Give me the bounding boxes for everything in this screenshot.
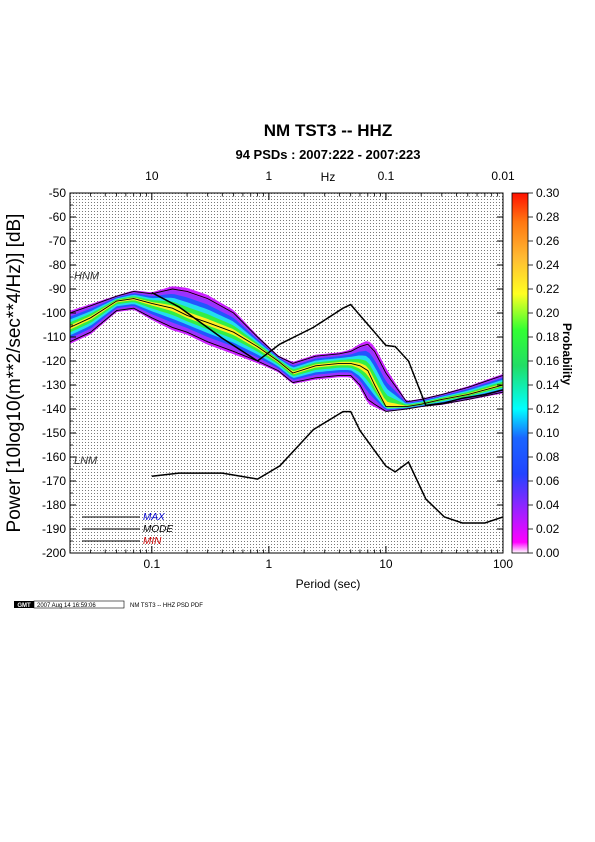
top-tick-label: 10 [145,169,159,183]
footer-caption: NM TST3 -- HHZ PSD PDF [130,603,203,609]
y-tick-label: -160 [42,450,66,464]
colorbar-tick-label: 0.28 [536,210,560,224]
y-tick-label: -140 [42,402,66,416]
y-tick-label: -120 [42,354,66,368]
colorbar-tick-label: 0.26 [536,234,560,248]
chart-subtitle: 94 PSDs : 2007:222 - 2007:223 [235,147,420,162]
hnm-label: HNM [74,270,100,282]
colorbar-tick-label: 0.16 [536,354,560,368]
colorbar-tick-label: 0.22 [536,282,560,296]
colorbar-tick-label: 0.10 [536,426,560,440]
series-line-max [70,288,503,403]
top-tick-label: 1 [266,169,273,183]
colorbar-tick-label: 0.24 [536,258,560,272]
x-tick-label: 0.1 [143,557,160,571]
y-tick-label: -190 [42,522,66,536]
y-tick-label: -170 [42,474,66,488]
colorbar-tick-label: 0.00 [536,546,560,560]
legend-label-min: MIN [143,536,162,547]
chart-title: NM TST3 -- HHZ [264,121,392,140]
x-axis-ticks: 0.1 1 10 100 [69,193,513,571]
x-tick-label: 10 [379,557,393,571]
y-tick-label: -80 [49,258,67,272]
y-tick-label: -100 [42,306,66,320]
y-axis-label: Power [10log10(m**2/sec**4/Hz)] [dB] [4,214,25,533]
colorbar-ticks: 0.00 0.02 0.04 0.06 0.08 0.10 0.12 0.14 0.16 0.18… [528,186,560,560]
colorbar-tick-label: 0.20 [536,306,560,320]
reference-curve-lnm [151,410,503,524]
y-tick-label: -70 [49,234,67,248]
y-tick-label: -200 [42,546,66,560]
reference-curve-hnm [151,291,503,407]
psd-curves [70,288,503,524]
y-tick-label: -130 [42,378,66,392]
x-tick-label: 1 [266,557,273,571]
colorbar-tick-label: 0.14 [536,378,560,392]
y-tick-label: -150 [42,426,66,440]
colorbar [511,192,529,554]
colorbar-tick-label: 0.30 [536,186,560,200]
series-line-min [70,307,503,412]
density-band-green [70,296,503,409]
x-tick-label: 100 [493,557,513,571]
colorbar-tick-label: 0.06 [536,474,560,488]
y-tick-label: -60 [49,210,67,224]
top-axis-ticks: 10 1 0.1 0.01 [145,169,515,200]
top-tick-label: 0.1 [378,169,395,183]
y-tick-label: -50 [49,186,67,200]
colorbar-tick-label: 0.04 [536,498,560,512]
colorbar-tick-label: 0.18 [536,330,560,344]
colorbar-label: Probability [560,323,574,385]
top-axis-label: Hz [321,170,336,184]
density-band-mid [70,293,503,411]
reference-model-labels: HNM LNM [74,270,100,467]
y-tick-label: -110 [43,330,66,344]
y-axis-ticks: -50 -60 -70 -80 -90 -100 -110 -120 -130 -140 -150 -… [42,186,503,560]
colorbar-tick-label: 0.08 [536,450,560,464]
top-tick-label: 0.01 [491,169,515,183]
legend-label-max: MAX [143,512,165,523]
gmt-logo-text: GMT [17,603,31,609]
footer-stamp: GMT 2007 Aug 14 16:59:06 NM TST3 -- HHZ … [14,600,203,609]
colorbar-tick-label: 0.12 [536,402,560,416]
gmt-logo [14,601,34,608]
lnm-label: LNM [74,455,98,467]
series-line-mode [70,298,503,408]
footer-timestamp: 2007 Aug 14 16:59:06 [37,603,96,609]
y-tick-label: -180 [42,498,66,512]
x-axis-label: Period (sec) [296,577,361,591]
y-tick-label: -90 [49,282,67,296]
legend-label-mode: MODE [143,524,173,535]
colorbar-tick-label: 0.02 [536,522,560,536]
